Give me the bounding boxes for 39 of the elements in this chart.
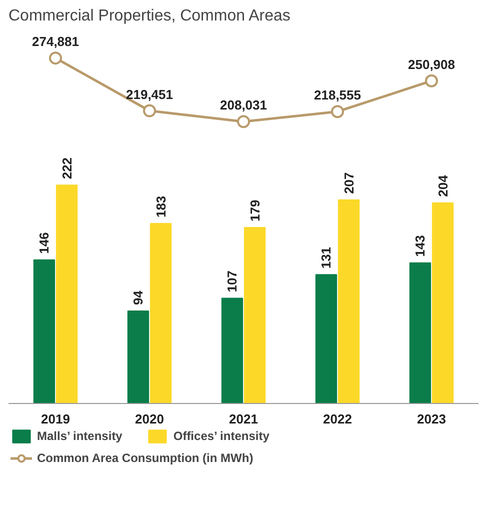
- data-label: 218,555: [314, 88, 362, 103]
- data-label: 183: [153, 196, 168, 218]
- data-label: 274,881: [32, 34, 80, 50]
- bar: [338, 199, 360, 404]
- data-label: 179: [247, 200, 262, 222]
- point: [237, 115, 250, 128]
- chart-title: Commercial Properties, Common Areas: [8, 8, 290, 24]
- point: [143, 104, 156, 118]
- x-tick-label: 2020: [135, 412, 164, 426]
- data-label: 107: [224, 270, 240, 292]
- data-label: 250,908: [408, 56, 456, 72]
- data-label: 146: [36, 232, 52, 254]
- data-label: 204: [435, 174, 450, 197]
- legend-label: Common Area Consumption (in MWh): [37, 451, 254, 465]
- legend-label: Offices’ intensity: [173, 429, 270, 443]
- x-tick-label: 2022: [323, 412, 352, 426]
- bar: [127, 310, 150, 404]
- data-label: 207: [341, 172, 356, 194]
- point: [331, 105, 344, 118]
- bar: [56, 184, 78, 404]
- legend-label: Malls’ intensity: [37, 429, 122, 443]
- bar: [432, 202, 454, 404]
- bar: [244, 226, 266, 404]
- bar: [33, 259, 56, 404]
- bar: [221, 298, 244, 404]
- bar: [409, 262, 432, 404]
- data-label: 208,031: [220, 98, 268, 113]
- data-label: 131: [318, 246, 334, 269]
- x-tick-label: 2019: [41, 412, 70, 426]
- x-tick-label: 2021: [229, 412, 258, 426]
- point: [49, 52, 62, 65]
- data-label: 94: [130, 290, 146, 306]
- data-label: 143: [412, 235, 428, 257]
- bar: [150, 223, 172, 404]
- bar: [315, 274, 338, 404]
- point: [425, 74, 438, 88]
- x-tick-label: 2023: [417, 412, 446, 426]
- data-label: 222: [59, 157, 74, 180]
- data-label: 219,451: [126, 86, 174, 102]
